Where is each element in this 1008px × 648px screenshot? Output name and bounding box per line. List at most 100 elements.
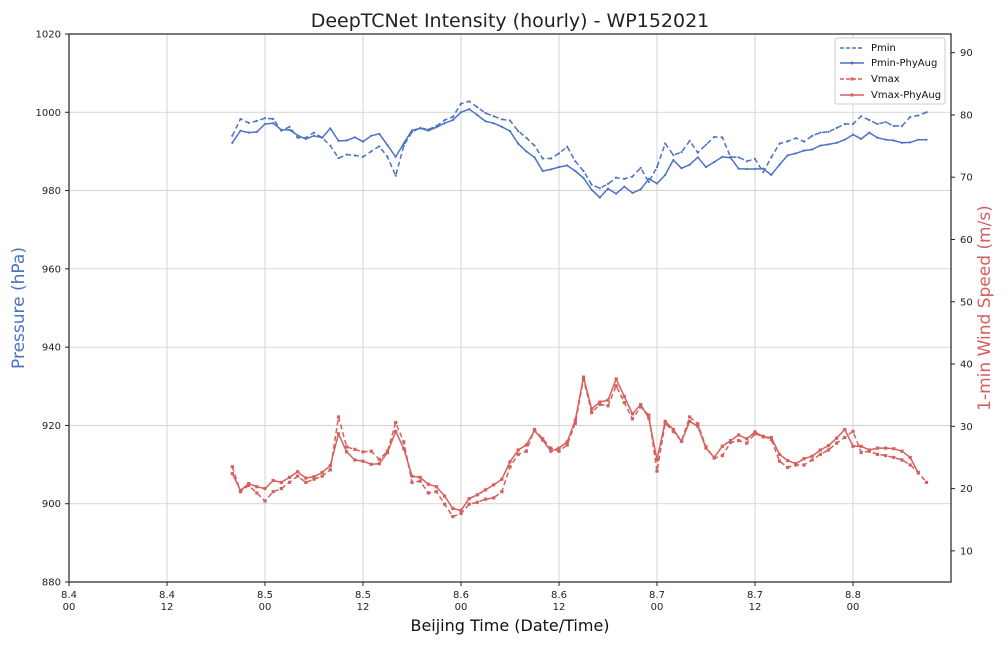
point-pmin-phyaug — [525, 150, 528, 153]
point-pmin — [851, 122, 855, 126]
point-vmax-phyaug — [647, 416, 651, 420]
point-vmax — [851, 429, 855, 433]
point-pmin-phyaug — [778, 163, 781, 166]
point-vmax — [647, 413, 651, 417]
point-pmin — [688, 139, 691, 142]
y-axis-left-label: Pressure (hPa) — [9, 247, 29, 369]
point-pmin-phyaug — [492, 122, 495, 125]
point-vmax — [459, 511, 463, 516]
point-pmin — [541, 157, 544, 160]
point-pmin-phyaug — [263, 122, 267, 126]
point-vmax — [622, 401, 626, 405]
point-pmin-phyaug — [753, 167, 757, 171]
chart-title: DeepTCNet Intensity (hourly) - WP152021 — [311, 10, 710, 32]
point-vmax-phyaug — [557, 446, 561, 450]
x-tick-label-hour: 00 — [651, 602, 664, 613]
point-pmin-phyaug — [745, 167, 748, 171]
x-tick-label-date: 8.6 — [453, 590, 469, 601]
legend-marker-vmax — [850, 77, 854, 81]
point-pmin — [794, 137, 797, 140]
point-pmin-phyaug — [786, 154, 789, 157]
y-left-tick-label: 960 — [42, 264, 61, 275]
point-pmin-phyaug — [345, 139, 348, 142]
point-pmin — [500, 118, 503, 121]
point-vmax-phyaug — [385, 450, 390, 455]
point-pmin-phyaug — [827, 143, 830, 146]
point-vmax-phyaug — [402, 447, 406, 451]
point-pmin-phyaug — [835, 141, 838, 144]
point-vmax-phyaug — [361, 459, 365, 463]
point-vmax-phyaug — [508, 460, 512, 464]
point-pmin — [517, 129, 520, 133]
point-vmax — [353, 447, 357, 451]
point-pmin-phyaug — [909, 141, 912, 144]
point-pmin-phyaug — [508, 129, 512, 133]
point-pmin-phyaug — [802, 149, 806, 152]
y-right-tick-label: 60 — [960, 235, 973, 246]
point-pmin — [704, 143, 708, 146]
y-left-tick-label: 900 — [42, 499, 61, 510]
point-vmax-phyaug — [345, 450, 349, 454]
point-vmax-phyaug — [304, 476, 308, 480]
point-vmax — [312, 477, 316, 481]
legend-label-vmax: Vmax — [871, 74, 900, 85]
point-vmax-phyaug — [296, 470, 300, 474]
point-pmin — [753, 157, 757, 160]
point-vmax — [410, 480, 414, 484]
point-vmax — [835, 441, 839, 445]
point-vmax — [377, 457, 381, 461]
point-vmax — [745, 441, 749, 445]
point-vmax — [843, 435, 847, 440]
point-vmax-phyaug — [394, 429, 398, 433]
point-pmin — [917, 114, 920, 117]
point-pmin-phyaug — [892, 139, 895, 142]
point-pmin-phyaug — [353, 136, 356, 139]
point-vmax — [361, 450, 365, 454]
point-pmin — [696, 151, 699, 154]
point-vmax-phyaug — [532, 429, 537, 433]
point-pmin-phyaug — [696, 156, 699, 159]
point-pmin-phyaug — [647, 177, 650, 180]
point-pmin — [386, 155, 389, 159]
point-pmin-phyaug — [329, 127, 332, 130]
point-pmin — [443, 119, 446, 122]
point-pmin — [745, 160, 748, 163]
point-vmax — [271, 490, 275, 494]
point-pmin — [680, 151, 683, 154]
point-vmax-phyaug — [541, 438, 545, 442]
x-tick-label-date: 8.4 — [61, 590, 77, 601]
point-pmin-phyaug — [410, 129, 414, 132]
point-pmin — [394, 174, 397, 177]
y-axis-right-label: 1-min Wind Speed (m/s) — [975, 205, 995, 411]
point-pmin-phyaug — [402, 142, 405, 145]
point-pmin-phyaug — [639, 188, 642, 191]
point-pmin — [574, 160, 577, 163]
point-vmax-phyaug — [630, 412, 635, 416]
point-pmin — [582, 169, 585, 173]
point-vmax-phyaug — [606, 398, 610, 402]
point-vmax-phyaug — [794, 462, 798, 466]
point-vmax-phyaug — [786, 458, 790, 463]
point-vmax — [320, 474, 324, 478]
point-vmax-phyaug — [810, 454, 814, 458]
point-pmin-phyaug — [884, 138, 887, 141]
point-vmax-phyaug — [328, 463, 332, 468]
point-vmax-phyaug — [720, 444, 724, 448]
point-pmin-phyaug — [549, 168, 552, 171]
point-pmin — [288, 125, 291, 128]
point-vmax-phyaug — [492, 483, 496, 487]
point-vmax — [728, 440, 733, 445]
point-pmin — [525, 136, 528, 139]
point-pmin — [451, 115, 454, 119]
point-vmax-phyaug — [696, 424, 700, 428]
point-pmin-phyaug — [843, 138, 846, 141]
legend-label-pmin-phyaug: Pmin-PhyAug — [871, 58, 937, 69]
point-vmax — [875, 452, 880, 456]
point-vmax — [802, 463, 806, 467]
point-pmin-phyaug — [655, 182, 659, 185]
point-vmax-phyaug — [753, 430, 757, 434]
point-pmin — [492, 115, 495, 118]
point-vmax-phyaug — [247, 482, 251, 486]
point-pmin — [623, 177, 626, 180]
